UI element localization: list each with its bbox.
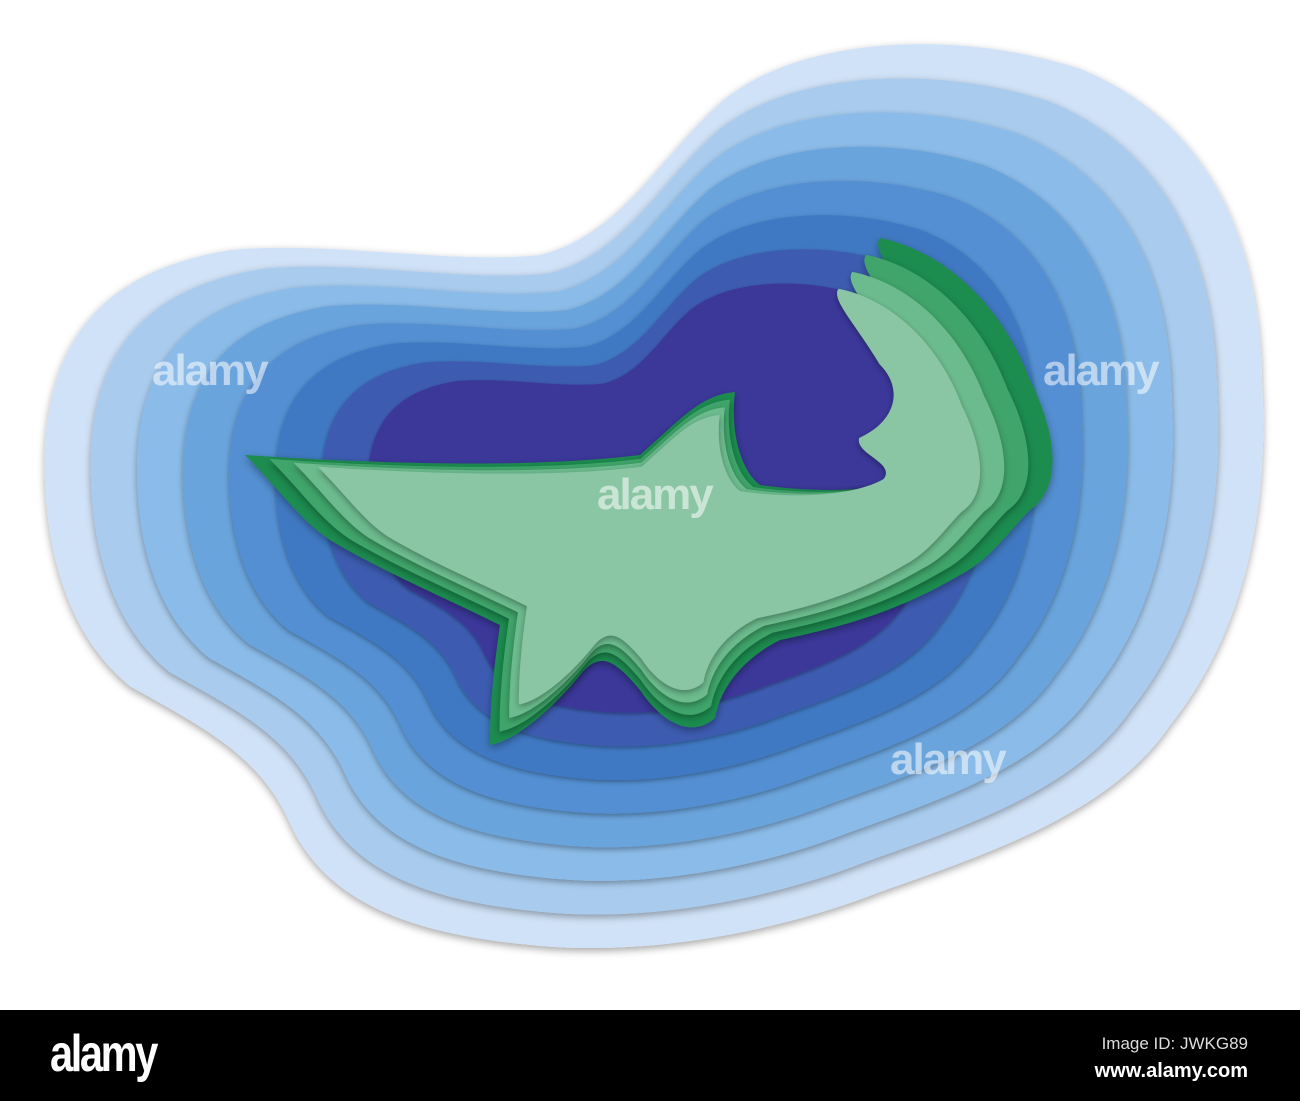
alamy-logo: alamy xyxy=(50,1025,158,1083)
watermark: alamy xyxy=(1043,346,1160,395)
watermark: alamy xyxy=(597,470,714,519)
image-id: Image ID: JWKG89 xyxy=(1101,1034,1248,1053)
footer-bar: alamy Image ID: JWKG89 www.alamy.com xyxy=(0,1010,1300,1101)
watermark: alamy xyxy=(890,735,1007,784)
watermark: alamy xyxy=(152,346,269,395)
website-link: www.alamy.com xyxy=(1094,1060,1248,1082)
